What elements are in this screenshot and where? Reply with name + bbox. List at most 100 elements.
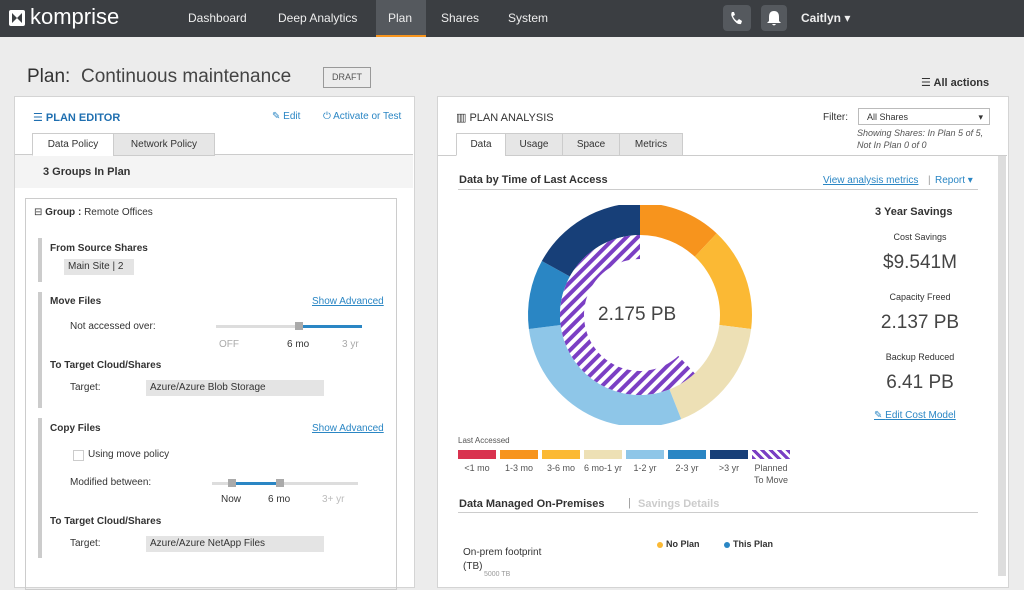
donut-segment[interactable] bbox=[528, 261, 570, 330]
legend-swatch bbox=[542, 450, 580, 459]
group-header[interactable]: ⊟ Group : Remote Offices bbox=[34, 207, 153, 218]
user-menu[interactable]: Caitlyn ▾ bbox=[801, 11, 851, 25]
move-target-title: To Target Cloud/Shares bbox=[50, 360, 162, 371]
nav-item[interactable]: Deep Analytics bbox=[278, 11, 358, 25]
analysis-title: ▥ PLAN ANALYSIS bbox=[456, 112, 554, 124]
savings-label: Cost Savings bbox=[893, 232, 947, 242]
legend-label: Planned To Move bbox=[753, 463, 788, 485]
draft-badge: DRAFT bbox=[323, 67, 371, 88]
move-title: Move Files bbox=[50, 296, 102, 307]
legend-dot bbox=[657, 542, 663, 548]
copy-title: Copy Files bbox=[50, 423, 101, 434]
slider-track bbox=[212, 482, 358, 485]
logo[interactable]: komprise bbox=[30, 4, 120, 29]
donut-segment[interactable] bbox=[560, 235, 695, 395]
savings-value: 6.41 PB bbox=[886, 372, 954, 393]
copy-target-title: To Target Cloud/Shares bbox=[50, 516, 162, 527]
tab[interactable]: Data bbox=[456, 133, 506, 156]
groups-bar bbox=[15, 154, 413, 188]
axis-label: 5000 TB bbox=[484, 571, 511, 578]
edit-cost-link[interactable]: ✎ Edit Cost Model bbox=[874, 410, 956, 421]
all-actions[interactable]: ☰ All actions bbox=[921, 77, 990, 89]
donut-center: 2.175 PB bbox=[598, 304, 677, 325]
scrollbar[interactable] bbox=[998, 156, 1006, 576]
all-actions-label: All actions bbox=[933, 77, 990, 89]
legend-label: >3 yr bbox=[718, 463, 740, 473]
nav-item[interactable]: Plan bbox=[388, 11, 413, 25]
edit-link[interactable]: ✎ Edit bbox=[272, 111, 301, 122]
legend-label: 2-3 yr bbox=[675, 463, 699, 473]
slider-handle[interactable] bbox=[295, 322, 303, 330]
analysis-title-text: PLAN ANALYSIS bbox=[469, 112, 554, 124]
activate-text: Activate or Test bbox=[333, 111, 402, 122]
tab[interactable]: Network Policy bbox=[113, 133, 215, 156]
slider-tick: 3+ yr bbox=[322, 494, 345, 505]
nav-item[interactable]: System bbox=[508, 11, 549, 25]
section-title: Data by Time of Last Access bbox=[459, 174, 608, 186]
savings-details-link[interactable]: Savings Details bbox=[638, 498, 720, 510]
show-advanced[interactable]: Show Advanced bbox=[312, 296, 384, 307]
legend-dot bbox=[724, 542, 730, 548]
show-advanced[interactable]: Show Advanced bbox=[312, 423, 384, 434]
tab[interactable]: Data Policy bbox=[32, 133, 114, 156]
filter-note: Not In Plan 0 of 0 bbox=[857, 140, 927, 150]
separator: | bbox=[628, 497, 631, 509]
legend-label: 1-2 yr bbox=[633, 463, 657, 473]
edit-text: Edit bbox=[283, 111, 301, 122]
tab[interactable]: Space bbox=[562, 133, 620, 156]
source-value: Main Site | 2 bbox=[64, 259, 134, 275]
donut-segment[interactable] bbox=[694, 233, 752, 330]
donut-segment[interactable] bbox=[669, 325, 752, 420]
legend-swatch bbox=[668, 450, 706, 459]
source-title: From Source Shares bbox=[50, 243, 148, 254]
activate-link[interactable]: ⏻ Activate or Test bbox=[323, 111, 402, 122]
slider-handle[interactable] bbox=[228, 479, 236, 487]
legend-swatch bbox=[710, 450, 748, 459]
donut-segment[interactable] bbox=[528, 325, 682, 425]
section-bar bbox=[38, 418, 42, 558]
legend-label: <1 mo bbox=[464, 463, 490, 473]
report-text: Report bbox=[935, 175, 966, 186]
donut-chart bbox=[528, 205, 752, 425]
tab[interactable]: Metrics bbox=[619, 133, 683, 156]
section-bar bbox=[38, 238, 42, 282]
savings-value: $9.541M bbox=[883, 252, 957, 273]
copy-label: Modified between: bbox=[70, 477, 152, 488]
legend-title: Last Accessed bbox=[458, 436, 510, 445]
phone-button[interactable] bbox=[723, 5, 751, 31]
groups-count: 3 Groups In Plan bbox=[43, 166, 131, 178]
checkbox-label: Using move policy bbox=[88, 449, 170, 460]
bell-button[interactable] bbox=[761, 5, 787, 31]
active-tab-bg bbox=[376, 0, 426, 37]
legend-label: No Plan bbox=[666, 539, 700, 549]
user-name: Caitlyn bbox=[801, 11, 842, 25]
checkbox[interactable] bbox=[73, 450, 84, 461]
section-rule bbox=[458, 189, 978, 190]
legend-swatch bbox=[584, 450, 622, 459]
slider-tick: 6 mo bbox=[287, 339, 310, 350]
move-target: Azure/Azure Blob Storage bbox=[146, 380, 324, 396]
page-label: Plan: bbox=[27, 66, 71, 87]
tab[interactable]: Usage bbox=[505, 133, 563, 156]
savings-label: Backup Reduced bbox=[885, 352, 955, 362]
filter-value: All Shares bbox=[867, 112, 909, 122]
nav-item[interactable]: Dashboard bbox=[188, 11, 247, 25]
edit-cost-text: Edit Cost Model bbox=[885, 410, 956, 421]
legend-label: This Plan bbox=[733, 539, 774, 549]
metrics-link[interactable]: View analysis metrics bbox=[823, 175, 919, 186]
report-link[interactable]: Report ▾ bbox=[935, 175, 973, 186]
nav-item[interactable]: Shares bbox=[441, 11, 480, 25]
slider-tick: Now bbox=[221, 494, 242, 505]
group-name: Remote Offices bbox=[84, 207, 153, 218]
section-rule bbox=[458, 512, 978, 513]
legend-swatch bbox=[626, 450, 664, 459]
savings-label: Capacity Freed bbox=[889, 292, 951, 302]
tabs-rule bbox=[438, 155, 1007, 156]
donut-segment[interactable] bbox=[541, 205, 640, 277]
legend-label: 1-3 mo bbox=[504, 463, 533, 473]
logo-icon bbox=[9, 10, 25, 26]
donut-segment[interactable] bbox=[640, 205, 717, 257]
slider-tick: 3 yr bbox=[342, 339, 359, 350]
slider-handle[interactable] bbox=[276, 479, 284, 487]
filter-select[interactable]: All Shares ▾ bbox=[858, 108, 990, 125]
